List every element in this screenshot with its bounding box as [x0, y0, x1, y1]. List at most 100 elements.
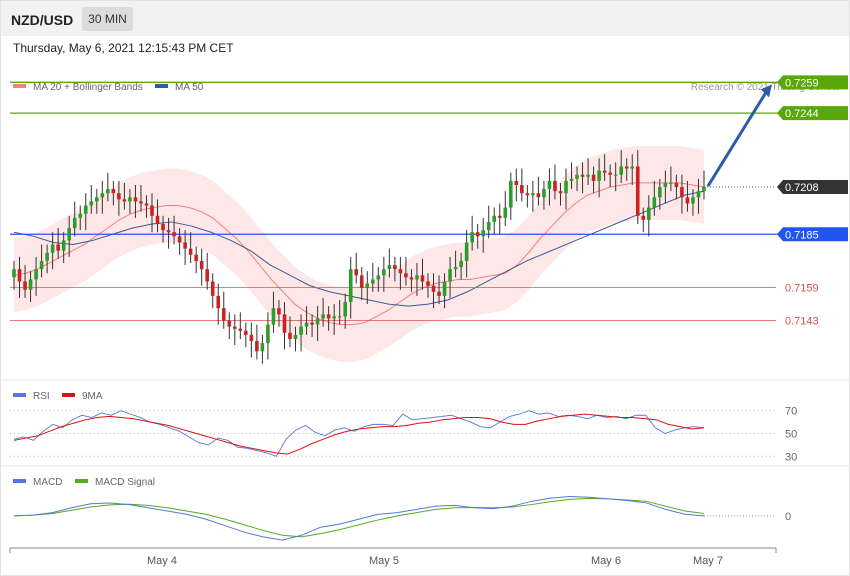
candle-body — [564, 180, 568, 194]
candle-body — [431, 285, 436, 292]
candle-body — [194, 254, 198, 261]
candle-body — [652, 197, 657, 208]
candle-body — [45, 252, 49, 261]
candle-body — [376, 275, 381, 280]
candle-body — [680, 187, 684, 198]
candle-body — [453, 267, 458, 270]
candle-body — [72, 217, 77, 229]
candle-body — [647, 207, 651, 220]
candle-body — [28, 279, 33, 290]
price-tag — [777, 180, 848, 195]
candle-body — [371, 279, 375, 284]
candle-body — [575, 174, 579, 179]
candle-body — [255, 341, 259, 352]
candle-body — [348, 269, 353, 303]
timeframe-button[interactable]: 30 MIN — [82, 7, 133, 31]
rsi-tick-label: 50 — [785, 429, 797, 441]
candle-body — [674, 182, 679, 188]
x-tick-label: May 6 — [591, 555, 621, 567]
candle-body — [277, 308, 281, 315]
x-tick-label: May 4 — [147, 555, 177, 567]
candle-body — [481, 230, 485, 237]
candle-body — [227, 320, 232, 327]
rsi-tick-label: 70 — [785, 406, 797, 418]
candle-body — [166, 230, 171, 233]
ma20-legend-swatch — [13, 84, 26, 88]
candle-body — [613, 174, 618, 176]
candle-body — [155, 215, 160, 224]
resistance-tag — [777, 106, 848, 121]
candle-body — [409, 277, 414, 280]
candle-body — [188, 248, 193, 255]
candle-body — [117, 193, 121, 200]
candle-body — [497, 215, 502, 218]
candle-body — [492, 215, 497, 222]
candle-body — [569, 178, 574, 181]
candle-body — [50, 244, 55, 253]
candle-body — [470, 232, 474, 243]
candle-body — [83, 205, 88, 214]
candle-body — [602, 170, 607, 173]
candle-body — [304, 322, 309, 327]
forecast-arrow-shaft — [706, 91, 768, 187]
candle-body — [61, 240, 66, 251]
macd-signal-line — [13, 497, 705, 538]
candle-body — [337, 316, 342, 318]
candle-body — [216, 295, 221, 309]
candle-body — [34, 269, 38, 280]
macd-legend-label: MACD — [33, 477, 62, 488]
candle-body — [205, 269, 209, 282]
timestamp: Thursday, May 6, 2021 12:15:43 PM CET — [13, 41, 234, 55]
resistance-label: 0.7244 — [785, 108, 819, 120]
candle-body — [387, 265, 392, 270]
macd-legend-swatch — [13, 479, 26, 483]
candle-body — [106, 189, 110, 194]
bollinger-band — [14, 145, 704, 362]
candle-body — [122, 199, 127, 202]
candle-body — [310, 322, 314, 325]
candle-body — [56, 244, 60, 251]
candle-body — [39, 260, 44, 270]
candle-body — [619, 166, 623, 175]
candle-body — [354, 269, 359, 276]
candle-body — [382, 269, 386, 276]
rsi-legend-swatch — [13, 393, 26, 397]
candle-body — [199, 260, 204, 270]
candle-body — [525, 193, 530, 196]
candle-body — [315, 318, 320, 325]
candle-body — [100, 193, 105, 198]
price-label: 0.7208 — [785, 182, 819, 194]
candle-body — [624, 166, 629, 169]
x-tick-label: May 5 — [369, 555, 399, 567]
candle-body — [591, 174, 596, 181]
support-label: 0.7143 — [785, 316, 819, 328]
rsi-tick-label: 30 — [785, 451, 797, 463]
candle-body — [669, 182, 673, 184]
candle-body — [161, 224, 165, 231]
candle-body — [547, 180, 552, 190]
candle-body — [249, 334, 254, 342]
candle-body — [635, 166, 640, 216]
rsi-ma-legend-swatch — [62, 393, 75, 397]
candle-body — [326, 314, 331, 319]
candle-body — [321, 314, 325, 319]
candle-body — [78, 213, 83, 218]
candle-body — [398, 269, 403, 274]
candle-body — [475, 232, 480, 237]
candle-body — [293, 334, 298, 339]
candle-body — [486, 221, 491, 231]
candle-body — [343, 302, 347, 317]
candle-body — [393, 265, 397, 270]
candle-body — [459, 260, 463, 268]
candle-body — [691, 197, 695, 204]
candle-body — [426, 281, 430, 286]
header-bar: NZD/USD 30 MIN — [1, 1, 849, 36]
candle-body — [299, 326, 303, 335]
candle-body — [437, 291, 441, 296]
ma50-legend-swatch — [155, 84, 168, 88]
candle-body — [580, 174, 585, 177]
candle-body — [244, 330, 248, 335]
candle-body — [558, 191, 563, 194]
ma20-line — [13, 182, 705, 326]
